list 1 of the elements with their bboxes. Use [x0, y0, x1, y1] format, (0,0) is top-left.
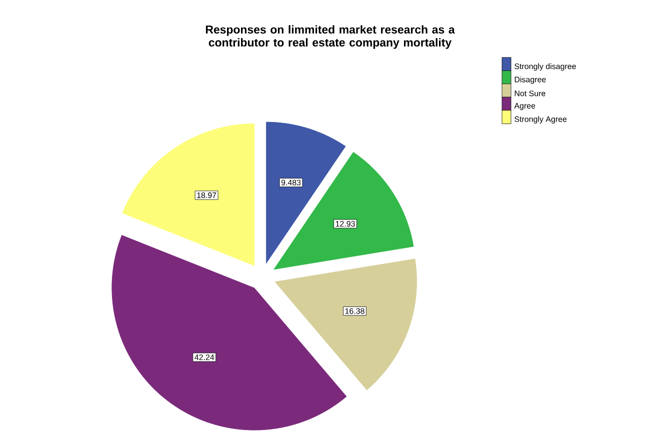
chart-title: Responses on limmited market research as a contributor to real estate company mortality [206, 25, 455, 49]
